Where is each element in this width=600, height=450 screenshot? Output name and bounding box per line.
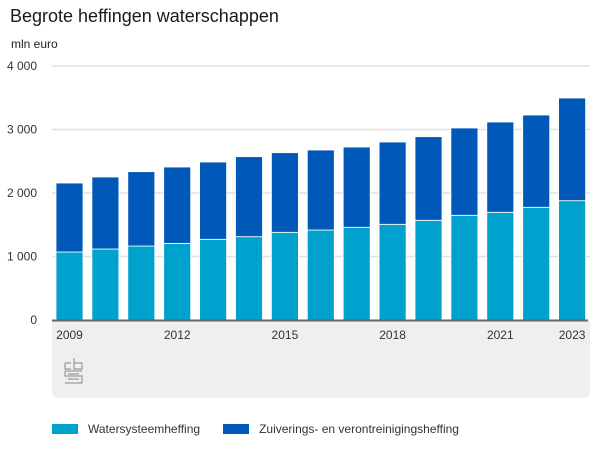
y-tick-label: 3 000	[7, 123, 37, 137]
x-axis-panel	[52, 321, 590, 398]
legend-swatch	[52, 424, 78, 434]
y-tick-label: 0	[30, 313, 37, 327]
y-axis-ticks: 0 1 000 2 000 3 000 4 000	[7, 59, 37, 327]
bar-watersysteemheffing-2022[interactable]	[522, 206, 551, 321]
bar-zuiveringsheffing-2018[interactable]	[378, 141, 407, 225]
bar-zuiveringsheffing-2023[interactable]	[558, 97, 586, 202]
legend-item-zuiveringsheffing[interactable]: Zuiverings- en verontreinigingsheffing	[223, 422, 459, 436]
bar-watersysteemheffing-2013[interactable]	[199, 238, 228, 321]
bars	[55, 97, 586, 321]
bar-watersysteemheffing-2020[interactable]	[450, 214, 479, 321]
bar-watersysteemheffing-2023[interactable]	[558, 200, 586, 321]
bar-watersysteemheffing-2016[interactable]	[306, 229, 335, 321]
y-tick-label: 2 000	[7, 186, 37, 200]
bar-watersysteemheffing-2014[interactable]	[235, 236, 263, 321]
x-tick-label: 2023	[559, 328, 586, 342]
y-axis-unit-label: mln euro	[11, 37, 58, 51]
bar-watersysteemheffing-2009[interactable]	[55, 251, 84, 321]
chart-title: Begrote heffingen waterschappen	[10, 6, 279, 26]
bar-watersysteemheffing-2011[interactable]	[127, 245, 156, 321]
bar-watersysteemheffing-2021[interactable]	[486, 211, 515, 321]
y-tick-label: 1 000	[7, 250, 37, 264]
bar-zuiveringsheffing-2012[interactable]	[163, 166, 192, 244]
legend-swatch	[223, 424, 250, 434]
x-tick-label: 2012	[164, 328, 191, 342]
bar-zuiveringsheffing-2020[interactable]	[450, 127, 479, 216]
x-axis-ticks: 2009 2012 2015 2018 2021 2023	[56, 328, 586, 342]
bar-zuiveringsheffing-2014[interactable]	[235, 156, 263, 238]
x-tick-label: 2021	[487, 328, 514, 342]
y-tick-label: 4 000	[7, 59, 37, 73]
cbs-logo-icon	[63, 357, 85, 390]
bar-zuiveringsheffing-2019[interactable]	[414, 136, 443, 221]
bar-zuiveringsheffing-2015[interactable]	[270, 152, 299, 233]
legend-label: Zuiverings- en verontreinigingsheffing	[259, 422, 459, 436]
bar-watersysteemheffing-2015[interactable]	[270, 231, 299, 321]
bar-zuiveringsheffing-2010[interactable]	[91, 176, 120, 250]
bar-zuiveringsheffing-2011[interactable]	[127, 171, 156, 247]
bar-watersysteemheffing-2017[interactable]	[342, 226, 371, 321]
bar-zuiveringsheffing-2016[interactable]	[306, 149, 335, 231]
bar-watersysteemheffing-2018[interactable]	[378, 223, 407, 321]
bar-zuiveringsheffing-2022[interactable]	[522, 114, 551, 208]
bar-zuiveringsheffing-2013[interactable]	[199, 161, 228, 240]
x-tick-label: 2018	[379, 328, 406, 342]
bar-zuiveringsheffing-2009[interactable]	[55, 182, 84, 253]
bar-watersysteemheffing-2019[interactable]	[414, 219, 443, 321]
x-tick-label: 2015	[272, 328, 299, 342]
bar-watersysteemheffing-2012[interactable]	[163, 242, 192, 321]
x-tick-label: 2009	[56, 328, 83, 342]
legend-item-watersysteemheffing[interactable]: Watersysteemheffing	[52, 422, 200, 436]
bar-zuiveringsheffing-2017[interactable]	[342, 146, 371, 228]
legend: Watersysteemheffing Zuiverings- en veron…	[52, 422, 482, 436]
bar-zuiveringsheffing-2021[interactable]	[486, 121, 515, 213]
legend-label: Watersysteemheffing	[88, 422, 201, 436]
bar-watersysteemheffing-2010[interactable]	[91, 248, 120, 321]
